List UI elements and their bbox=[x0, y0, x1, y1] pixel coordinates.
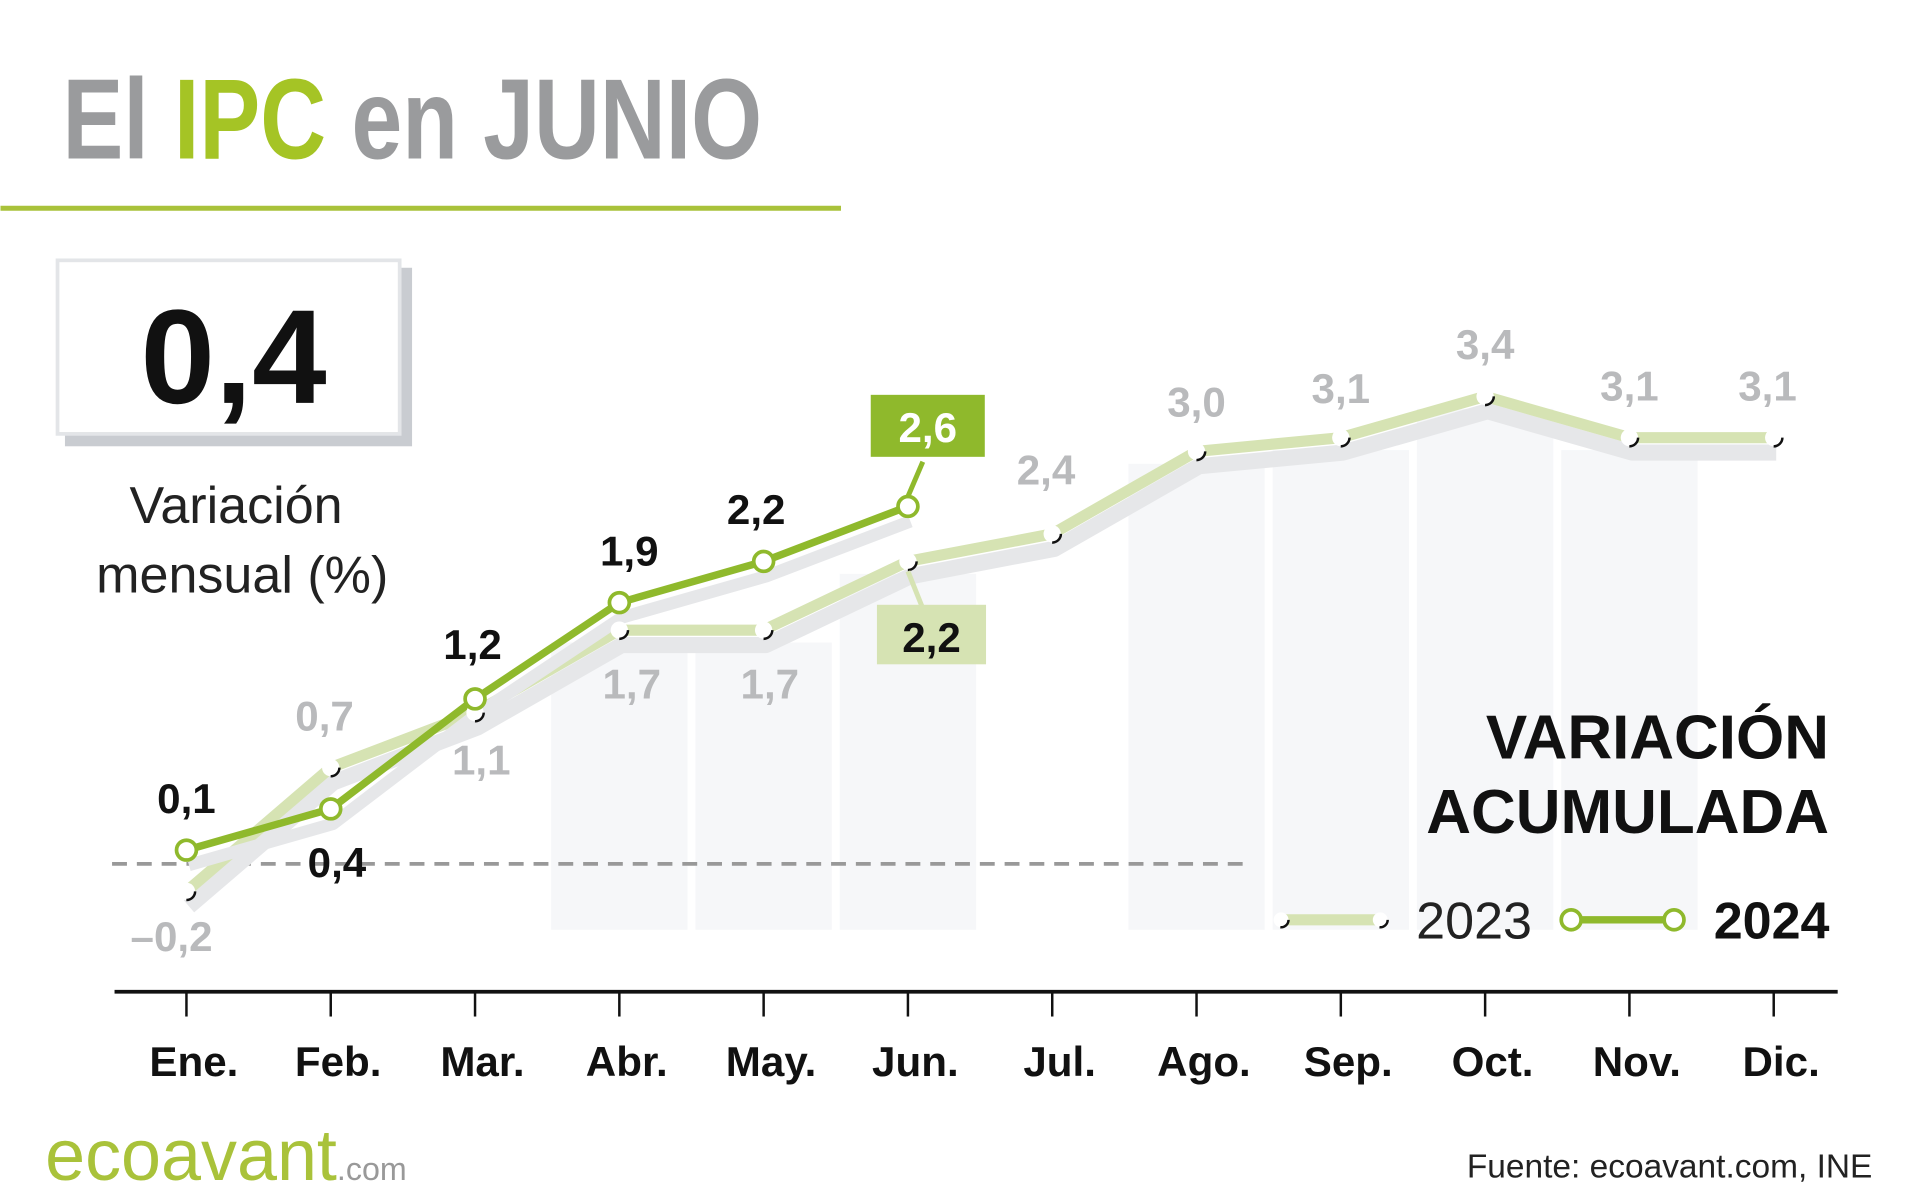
bg-column bbox=[551, 642, 688, 930]
x-tick-label: Ago. bbox=[1157, 1038, 1251, 1085]
data-label: 0,7 bbox=[295, 692, 354, 739]
bg-column bbox=[695, 642, 832, 930]
point-2023 bbox=[1186, 441, 1207, 462]
callout-box bbox=[876, 604, 987, 665]
title-part: en JUNIO bbox=[351, 56, 762, 183]
point-2024 bbox=[174, 838, 199, 862]
title: El IPC en JUNIO bbox=[62, 56, 762, 183]
callout-pointer bbox=[905, 460, 926, 498]
x-tick-label: Abr. bbox=[586, 1038, 668, 1085]
data-label: 1,9 bbox=[600, 527, 659, 574]
x-tick-label: Nov. bbox=[1593, 1038, 1681, 1085]
box-label: mensual (%) bbox=[96, 547, 388, 605]
plot: Ene. Feb. Mar. Abr. May. Jun. Jul. Ago. Sep. Oct.… bbox=[112, 321, 1838, 1085]
point-2024 bbox=[751, 549, 776, 574]
point-2024 bbox=[896, 494, 920, 519]
legend-label: 2023 bbox=[1416, 892, 1532, 950]
data-label: 0,4 bbox=[308, 839, 367, 886]
legend-dot bbox=[1559, 908, 1583, 932]
point-2023 bbox=[1330, 427, 1351, 448]
data-label: 2,2 bbox=[727, 486, 786, 533]
callout-box bbox=[870, 394, 985, 457]
source: Fuente: ecoavant.com, INE bbox=[1467, 1149, 1873, 1186]
legend-label: 2024 bbox=[1714, 892, 1830, 950]
data-label: 1,2 bbox=[443, 621, 502, 668]
point-2023 bbox=[753, 620, 774, 641]
data-label: 1,7 bbox=[602, 660, 661, 707]
data-label: 3,1 bbox=[1312, 365, 1371, 412]
box-value: 0,4 bbox=[140, 283, 326, 432]
x-tick-label: May. bbox=[726, 1038, 817, 1085]
legend-dot bbox=[1662, 908, 1686, 932]
data-label: 2,4 bbox=[1017, 446, 1076, 493]
x-tick-label: Mar. bbox=[440, 1038, 524, 1085]
series-line bbox=[185, 502, 910, 854]
point-2024 bbox=[318, 797, 343, 821]
data-label: 3,1 bbox=[1600, 362, 1659, 409]
point-2023 bbox=[609, 620, 630, 641]
logo: ecoavant.com bbox=[45, 1116, 407, 1196]
point-2023 bbox=[1619, 427, 1640, 448]
x-tick-label: Oct. bbox=[1452, 1038, 1534, 1085]
x-tick-label: Jul. bbox=[1023, 1038, 1096, 1085]
bg-column bbox=[1561, 450, 1698, 930]
title-part: El bbox=[62, 56, 148, 183]
callout-pointer bbox=[905, 570, 926, 610]
point-2023 bbox=[1475, 386, 1496, 407]
data-label: 3,1 bbox=[1738, 362, 1797, 409]
data-label: 2,2 bbox=[902, 614, 961, 661]
data-label: 3,4 bbox=[1456, 321, 1515, 368]
point-2023 bbox=[176, 881, 197, 902]
data-label: 1,7 bbox=[741, 660, 800, 707]
point-2024 bbox=[463, 687, 487, 711]
data-label: 2,6 bbox=[898, 404, 957, 451]
bg-column bbox=[1416, 408, 1554, 930]
box-label: Variación bbox=[129, 477, 342, 535]
line-shadow bbox=[187, 515, 913, 871]
data-label: 3,0 bbox=[1167, 379, 1226, 426]
point-2023 bbox=[320, 757, 341, 778]
bg-column bbox=[1128, 463, 1265, 930]
title-text: El IPC en JUNIO bbox=[62, 56, 762, 183]
box bbox=[55, 258, 402, 436]
point-2023 bbox=[1042, 523, 1063, 544]
data-label: –0,2 bbox=[131, 913, 213, 960]
bg-column bbox=[1272, 450, 1410, 930]
x-tick-label: Jun. bbox=[872, 1038, 959, 1085]
x-tick-label: Sep. bbox=[1304, 1038, 1393, 1085]
x-tick-label: Feb. bbox=[295, 1038, 382, 1085]
legend-title: VARIACIÓN bbox=[1486, 704, 1829, 773]
logo-text: ecoavant bbox=[45, 1116, 337, 1196]
legend-title: ACUMULADA bbox=[1426, 778, 1829, 847]
data-label: 0,1 bbox=[157, 775, 216, 822]
legend-dot bbox=[1272, 911, 1290, 929]
point-2024 bbox=[607, 590, 632, 615]
x-tick-label: Ene. bbox=[149, 1038, 238, 1085]
logo-suffix: .com bbox=[337, 1151, 407, 1187]
data-label: 1,1 bbox=[452, 737, 511, 784]
title-part: IPC bbox=[174, 56, 326, 183]
point-2023 bbox=[898, 551, 918, 572]
point-2023 bbox=[1763, 427, 1784, 448]
x-tick-label: Dic. bbox=[1743, 1038, 1820, 1085]
legend-dot bbox=[1371, 911, 1389, 929]
